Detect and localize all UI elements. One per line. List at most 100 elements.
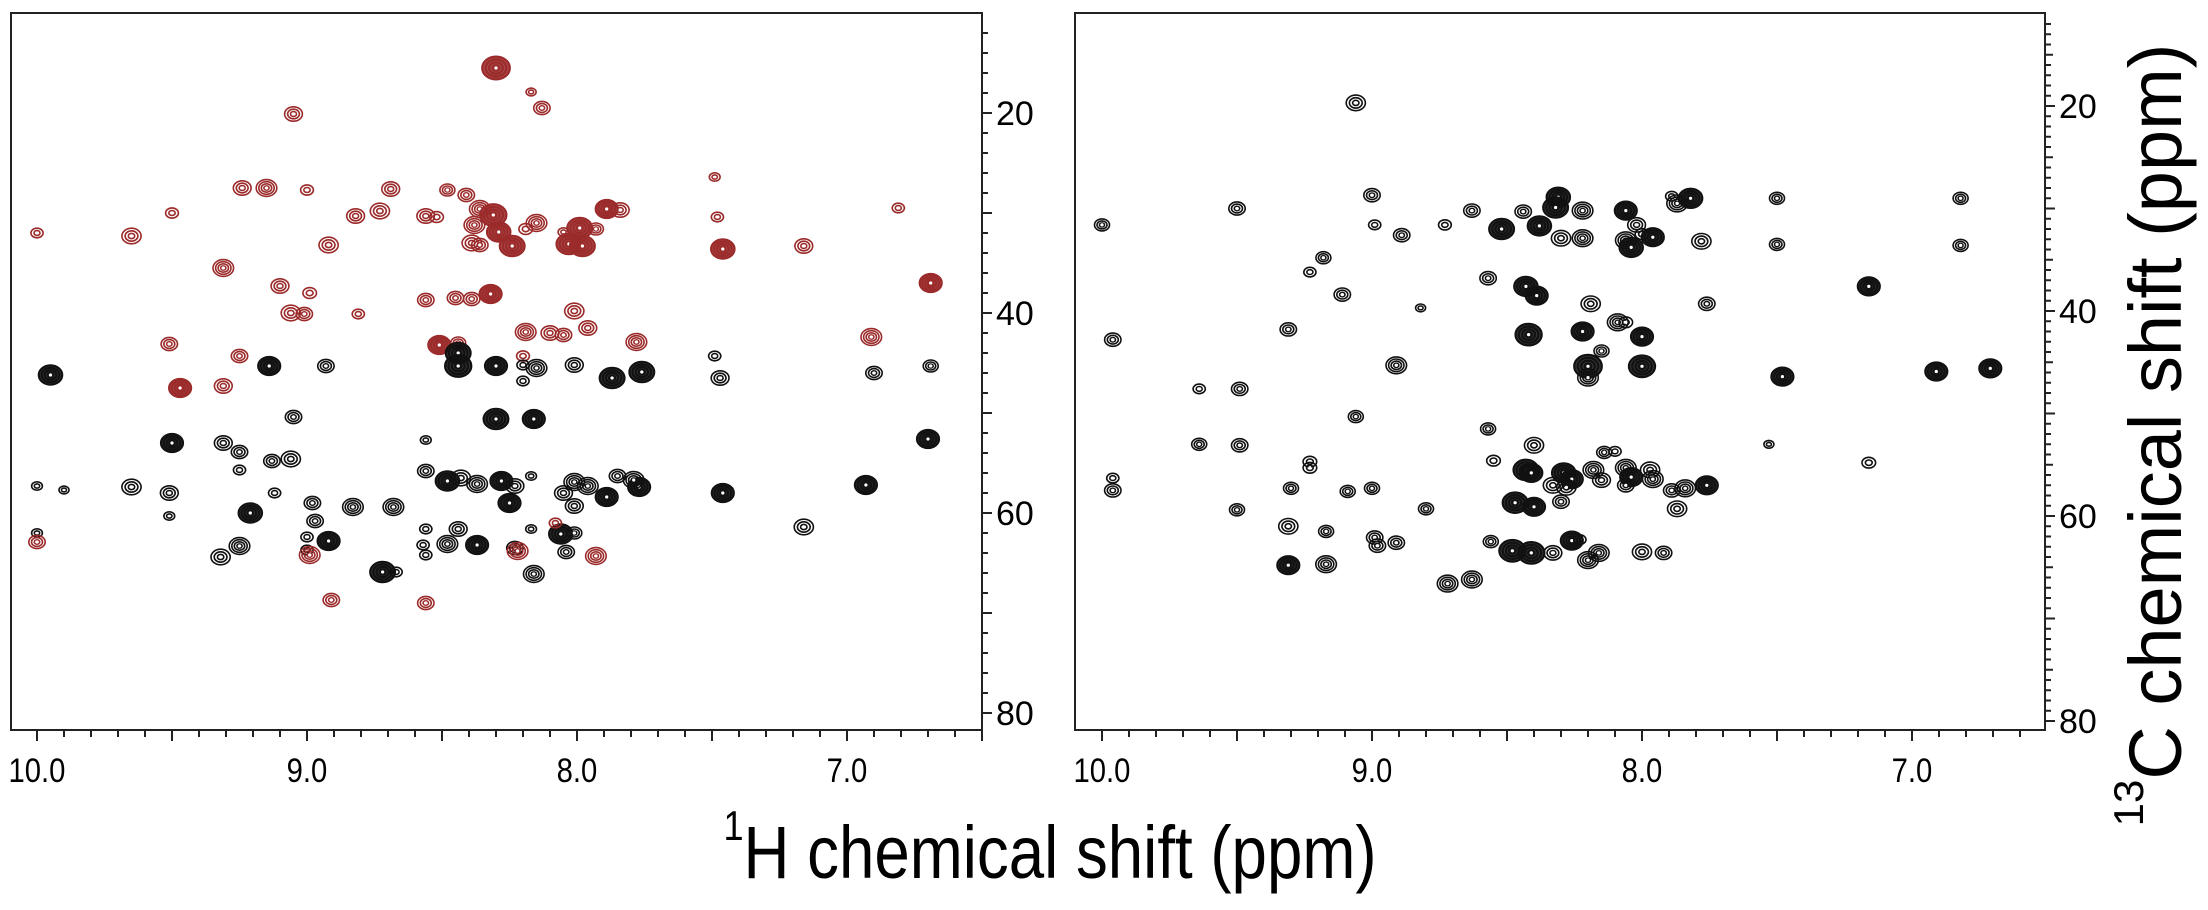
nmr-peak [710, 211, 725, 223]
nmr-peak [1437, 218, 1453, 231]
nmr-peak [345, 208, 366, 225]
nmr-peak [505, 477, 525, 494]
nmr-peak [1550, 229, 1572, 247]
nmr-peak [1768, 237, 1786, 252]
nmr-peak [1521, 496, 1547, 517]
nmr-peak [1861, 456, 1877, 469]
nmr-peak [470, 237, 489, 253]
nmr-peak [1347, 409, 1365, 424]
nmr-peak [318, 236, 340, 254]
nmr-peak [429, 210, 445, 224]
nmr-peak [164, 207, 180, 219]
nmr-peak [1616, 477, 1635, 493]
y-tick-label: 20 [2059, 88, 2097, 126]
nmr-peak [444, 354, 473, 378]
nmr-peak [891, 202, 906, 214]
y-axis: 20 40 60 80 [981, 13, 1034, 733]
nmr-peak [516, 375, 530, 387]
y-tick-label: 60 [2059, 498, 2097, 536]
x-tick-label: 7.0 [1892, 751, 1933, 790]
nmr-peak [1485, 454, 1502, 467]
nmr-peak [1479, 422, 1497, 436]
nmr-peak [1526, 215, 1553, 237]
nmr-peak [160, 336, 179, 352]
nmr-peak [1302, 461, 1318, 474]
nmr-peak [587, 222, 605, 236]
nmr-peak [237, 502, 264, 524]
nmr-peak [622, 470, 645, 490]
nmr-peak [255, 178, 278, 198]
nmr-peak [1230, 381, 1249, 397]
nmr-peak [1315, 250, 1332, 265]
nmr-peak [1514, 204, 1533, 219]
nmr-peak [322, 592, 341, 608]
nmr-peak [915, 428, 941, 450]
nmr-peak [515, 350, 531, 362]
nmr-peak [479, 203, 508, 227]
nmr-peak [709, 238, 736, 260]
nmr-peak [1519, 462, 1544, 483]
nmr-peak [1952, 191, 1969, 206]
nmr-peak [524, 470, 538, 481]
x-axis-title: 1H chemical shift (ppm) [663, 805, 1437, 898]
nmr-peak [213, 434, 234, 451]
nmr-peak [564, 356, 584, 373]
nmr-peak [1385, 356, 1408, 375]
nmr-peak [525, 87, 537, 97]
nmr-peak [564, 497, 584, 514]
nmr-peak [1228, 201, 1247, 216]
nmr-peak [212, 258, 235, 278]
contour-peaks [27, 55, 943, 611]
nmr-peak [576, 476, 599, 496]
nmr-peak [497, 492, 522, 514]
nmr-peak [498, 234, 526, 258]
nmr-peak [257, 355, 282, 377]
nmr-peak [608, 468, 627, 484]
nmr-peak [1368, 538, 1387, 554]
nmr-peak [710, 369, 730, 386]
nmr-peak [1103, 332, 1122, 348]
nmr-peak [1436, 574, 1459, 593]
nmr-peak [232, 464, 247, 476]
nmr-peak [1460, 570, 1483, 589]
nmr-peak [369, 560, 397, 584]
x-tick-label: 8.0 [1622, 751, 1663, 790]
nmr-peak [1514, 322, 1543, 347]
nmr-peak [1608, 445, 1622, 458]
x-tick-label: 8.0 [557, 751, 598, 790]
nmr-peak [351, 308, 366, 320]
nmr-peak [1277, 517, 1299, 535]
nmr-peak [303, 495, 322, 511]
nmr-peak [853, 474, 879, 496]
y-tick-label: 80 [2059, 703, 2097, 741]
nmr-peak [418, 523, 433, 535]
nmr-peak [1662, 482, 1681, 498]
nmr-peak [1524, 285, 1549, 306]
nmr-peak [267, 487, 282, 499]
nmr-peak [922, 359, 940, 373]
nmr-peak [1697, 296, 1716, 312]
nmr-peak [448, 520, 468, 537]
nmr-peak [1279, 321, 1298, 337]
nmr-peak [369, 202, 391, 220]
nmr-peak [439, 183, 456, 197]
nmr-peak [434, 470, 461, 492]
x-tick-label: 10.0 [1074, 751, 1131, 790]
nmr-peak [594, 486, 619, 508]
nmr-peak [554, 327, 573, 343]
nmr-peak [1363, 481, 1381, 496]
nmr-peak [466, 474, 489, 494]
nmr-peak [457, 187, 476, 203]
nmr-peak [1190, 437, 1208, 452]
nmr-peak [521, 408, 546, 430]
nmr-peak [159, 484, 180, 501]
nmr-peak [284, 409, 303, 425]
nmr-peak [1952, 238, 1969, 253]
nmr-peak [481, 55, 511, 81]
nmr-peak [463, 215, 486, 235]
nmr-peak [1414, 303, 1427, 313]
nmr-peak [524, 523, 538, 534]
nmr-peak [1631, 543, 1653, 561]
nmr-peak [584, 546, 608, 566]
nmr-peak [610, 202, 630, 219]
